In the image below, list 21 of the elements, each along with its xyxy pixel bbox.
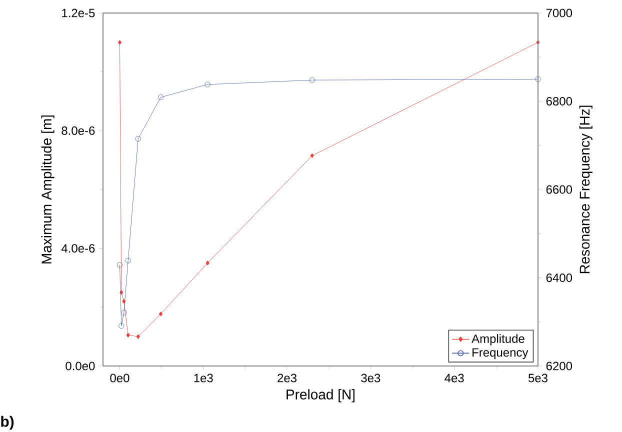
y-tick-label: 1.2e-5 (62, 8, 95, 18)
legend-label: Frequency (472, 348, 528, 360)
x-tick-label: 3e3 (361, 374, 380, 382)
y-tick-label: 4.0e-6 (61, 244, 95, 253)
y2-tick-label: 6600 (546, 185, 572, 194)
y2-tick-label: 6800 (546, 97, 572, 106)
x-tick-label: 0e0 (110, 374, 130, 382)
legend-label: Amplitude (472, 334, 524, 346)
x-tick-label: 5e3 (528, 374, 548, 382)
y2-axis-title: Resonance Frequency [Hz] (579, 106, 592, 274)
y-axis-title: Maximum Amplitude [m] (41, 115, 54, 264)
x-tick-label: 4e3 (444, 374, 464, 382)
y2-tick-label: 6400 (546, 274, 572, 282)
y2-tick-label: 6200 (546, 362, 572, 370)
y-tick-label: 0.0e0 (66, 362, 95, 370)
x-tick-label: 1e3 (194, 374, 213, 382)
y2-tick-label: 7000 (546, 8, 572, 18)
x-axis-title: Preload [N] (286, 389, 354, 402)
y-tick-label: 8.0e-6 (62, 126, 95, 135)
text: b) (1, 416, 14, 430)
x-tick-label: 2e3 (278, 374, 297, 382)
